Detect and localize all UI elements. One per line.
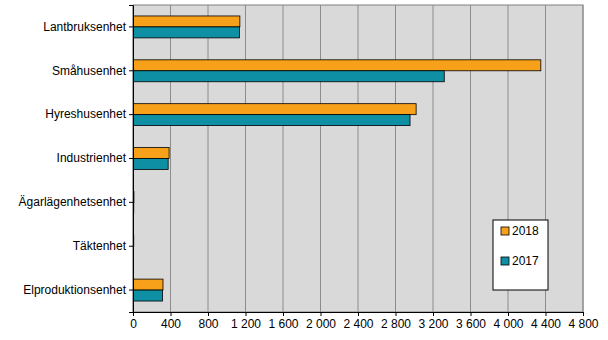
tick-mark [171, 312, 172, 316]
tick-label: Täktenhet [73, 239, 127, 253]
tick-mark [129, 158, 133, 159]
tick-mark [129, 114, 133, 115]
tick: Täktenhet [73, 239, 133, 253]
tick: 3 600 [456, 312, 486, 331]
tick-label: 4 800 [568, 317, 598, 331]
y-axis: Lantbruksenhet Småhusenhet Hyreshusenhet In… [19, 6, 134, 313]
x-axis: 0 400 800 1 200 1 600 2 000 2 400 2 800 3 200 3 6… [130, 312, 599, 331]
grid-line [208, 5, 209, 312]
tick: 400 [161, 312, 181, 331]
bar [133, 27, 239, 38]
bar [133, 60, 541, 71]
tick-mark [283, 312, 284, 316]
tick: 2 000 [306, 312, 336, 331]
tick: Hyreshusenhet [45, 107, 133, 121]
grid-line [395, 5, 396, 312]
tick-mark [129, 26, 133, 27]
bars [133, 16, 541, 301]
tick-mark [208, 312, 209, 316]
tick-label: Hyreshusenhet [45, 107, 126, 121]
tick-mark [358, 312, 359, 316]
tick-mark [471, 312, 472, 316]
grid-line [583, 5, 584, 312]
tick: 2 800 [381, 312, 411, 331]
tick-mark [129, 246, 133, 247]
tick-mark [396, 312, 397, 316]
tick-label: 4 400 [531, 317, 561, 331]
bar [133, 115, 410, 126]
legend-swatch [501, 227, 509, 235]
bar [133, 71, 444, 82]
tick: 800 [198, 312, 218, 331]
tick-label: Ägarlägenhetsenhet [19, 195, 127, 209]
tick: 2 400 [343, 312, 373, 331]
tick-label: 2 800 [381, 317, 411, 331]
axis-line [134, 313, 584, 317]
tick-mark [508, 312, 509, 316]
bar [133, 104, 416, 115]
tick: Ägarlägenhetsenhet [19, 195, 133, 209]
tick-label: 0 [130, 317, 137, 331]
tick-mark [129, 290, 133, 291]
tick: 4 000 [493, 312, 523, 331]
tick: Elproduktionsenhet [23, 283, 133, 297]
legend-box [493, 220, 548, 290]
tick-mark [321, 312, 322, 316]
tick-label: 3 600 [456, 317, 486, 331]
plot-background [133, 5, 583, 312]
legend: 2018 2017 [493, 220, 548, 290]
legend-label: 2017 [512, 254, 539, 268]
tick-label: 1 200 [231, 317, 261, 331]
bar [133, 290, 163, 301]
tick-label: Småhusenhet [52, 64, 127, 78]
tick: 1 200 [231, 312, 261, 331]
tick-mark [129, 70, 133, 71]
tick-mark [129, 202, 133, 203]
tick-label: 4 000 [493, 317, 523, 331]
bar [133, 159, 168, 170]
grid-line [470, 5, 471, 312]
tick: 4 400 [531, 312, 561, 331]
grid-line [170, 5, 171, 312]
plot: 0 400 800 1 200 1 600 2 000 2 400 2 800 3 200 3 6… [19, 5, 599, 331]
tick: 1 600 [268, 312, 298, 331]
tick: 0 [130, 312, 137, 331]
axis-line [129, 6, 134, 313]
tick-label: 2 400 [343, 317, 373, 331]
tick-mark [546, 312, 547, 316]
tick-label: Lantbruksenhet [43, 20, 126, 34]
tick-label: 800 [198, 317, 218, 331]
tick-label: 2 000 [306, 317, 336, 331]
bar [133, 16, 240, 27]
legend-item: 2017 [501, 254, 539, 268]
grid [133, 5, 583, 312]
grid-line [433, 5, 434, 312]
tick-label: 1 600 [268, 317, 298, 331]
grid-line [358, 5, 359, 312]
grid-line [245, 5, 246, 312]
tick: Lantbruksenhet [43, 20, 133, 34]
grid-line [283, 5, 284, 312]
tick-label: 400 [161, 317, 181, 331]
tick: Industrienhet [57, 151, 133, 165]
tick-label: 3 200 [418, 317, 448, 331]
bar [133, 279, 163, 290]
tick-mark [433, 312, 434, 316]
bar [133, 148, 169, 159]
legend-swatch [501, 257, 509, 265]
chart: 0 400 800 1 200 1 600 2 000 2 400 2 800 3 200 3 6… [0, 0, 608, 340]
tick-mark [583, 312, 584, 316]
tick: Småhusenhet [52, 64, 133, 78]
tick: 3 200 [418, 312, 448, 331]
legend-item: 2018 [501, 224, 539, 238]
grid-line [320, 5, 321, 312]
tick-label: Industrienhet [57, 151, 127, 165]
tick-mark [246, 312, 247, 316]
tick: 4 800 [568, 312, 598, 331]
legend-label: 2018 [512, 224, 539, 238]
tick-label: Elproduktionsenhet [23, 283, 126, 297]
